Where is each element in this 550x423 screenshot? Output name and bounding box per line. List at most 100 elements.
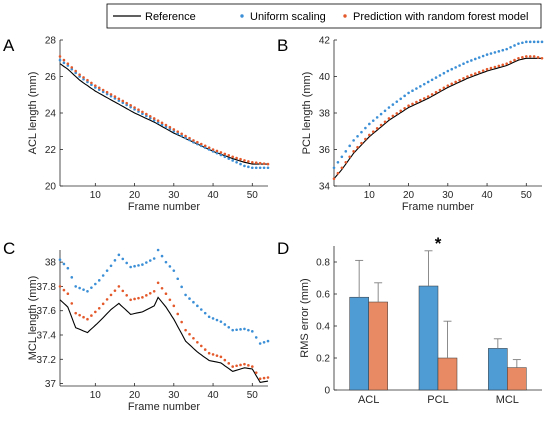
series-point-prediction-with-random-forest-model (199, 344, 203, 348)
series-point-uniform-scaling (101, 274, 105, 277)
series-point-uniform-scaling (164, 260, 168, 264)
series-point-uniform-scaling (97, 88, 101, 91)
series-point-prediction-with-random-forest-model (477, 70, 481, 74)
series-point-uniform-scaling (422, 82, 426, 86)
series-point-prediction-with-random-forest-model (101, 88, 105, 92)
series-point-uniform-scaling (375, 116, 379, 119)
series-point-uniform-scaling (231, 328, 234, 332)
series-point-prediction-with-random-forest-model (223, 358, 227, 362)
series-point-prediction-with-random-forest-model (470, 73, 473, 77)
series-point-prediction-with-random-forest-model (348, 155, 351, 159)
series-point-prediction-with-random-forest-model (258, 161, 262, 165)
series-point-prediction-with-random-forest-model (383, 120, 387, 124)
x-tick-label: PCL (427, 394, 448, 406)
series-point-prediction-with-random-forest-model (117, 285, 121, 288)
series-point-prediction-with-random-forest-model (332, 177, 336, 180)
series-point-uniform-scaling (352, 139, 355, 142)
series-point-prediction-with-random-forest-model (501, 63, 505, 67)
series-point-prediction-with-random-forest-model (62, 58, 66, 62)
y-tick-label: 20 (45, 182, 57, 193)
x-tick-label: ACL (358, 394, 379, 406)
series-point-uniform-scaling (227, 326, 231, 329)
series-point-uniform-scaling (192, 140, 195, 144)
series-point-uniform-scaling (258, 342, 262, 345)
series-point-prediction-with-random-forest-model (407, 104, 410, 107)
series-point-prediction-with-random-forest-model (184, 134, 187, 138)
series-point-uniform-scaling (481, 54, 485, 58)
series-point-prediction-with-random-forest-model (192, 336, 195, 340)
series-line-reference (59, 63, 268, 165)
series-point-uniform-scaling (254, 336, 258, 339)
series-point-prediction-with-random-forest-model (141, 296, 144, 299)
series-point-uniform-scaling (180, 134, 183, 137)
series-point-uniform-scaling (219, 320, 223, 323)
series-point-uniform-scaling (86, 80, 89, 84)
series-point-prediction-with-random-forest-model (505, 62, 508, 66)
series-point-prediction-with-random-forest-model (430, 93, 434, 96)
series-point-uniform-scaling (215, 318, 219, 322)
series-point-uniform-scaling (82, 288, 85, 291)
series-point-uniform-scaling (340, 155, 344, 159)
series-point-uniform-scaling (438, 74, 442, 77)
y-tick-label: 38 (45, 258, 57, 269)
series-point-prediction-with-random-forest-model (243, 362, 246, 366)
y-tick-label: 0.8 (316, 258, 330, 269)
series-point-uniform-scaling (501, 48, 505, 52)
series-point-uniform-scaling (180, 285, 183, 289)
series-point-prediction-with-random-forest-model (450, 82, 454, 86)
series-point-uniform-scaling (223, 323, 227, 326)
series-point-uniform-scaling (148, 259, 152, 262)
series-point-uniform-scaling (94, 282, 97, 286)
series-point-prediction-with-random-forest-model (129, 104, 132, 107)
series-point-uniform-scaling (192, 300, 195, 304)
x-tick-label: 10 (90, 390, 102, 401)
series-point-uniform-scaling (137, 264, 140, 267)
legend-label-reference: Reference (145, 11, 196, 23)
panel-a-acl-length: 10 20 30 40 50 20 22 24 26 28 Frame number ACL leng… (27, 36, 270, 213)
series-point-uniform-scaling (133, 108, 136, 111)
series-point-uniform-scaling (160, 254, 164, 258)
series-point-prediction-with-random-forest-model (493, 65, 497, 69)
series-point-uniform-scaling (215, 151, 219, 155)
series-point-prediction-with-random-forest-model (113, 289, 117, 292)
x-tick-label: 50 (247, 190, 259, 201)
series-point-uniform-scaling (223, 155, 227, 159)
series-point-uniform-scaling (109, 264, 113, 268)
series-point-uniform-scaling (101, 90, 105, 94)
series-point-prediction-with-random-forest-model (86, 317, 89, 321)
series-point-prediction-with-random-forest-model (192, 139, 195, 142)
series-point-uniform-scaling (70, 67, 74, 71)
x-axis-label: Frame number (128, 401, 200, 413)
y-tick-label: 0.2 (316, 354, 330, 365)
series-point-uniform-scaling (258, 166, 262, 170)
series-point-prediction-with-random-forest-model (121, 289, 125, 293)
series-point-prediction-with-random-forest-model (160, 121, 164, 125)
series-point-uniform-scaling (156, 248, 160, 252)
series-point-uniform-scaling (184, 293, 187, 297)
series-point-uniform-scaling (528, 40, 532, 44)
y-tick-label: 37.8 (37, 282, 57, 293)
series-point-prediction-with-random-forest-model (517, 56, 520, 60)
series-point-prediction-with-random-forest-model (156, 119, 160, 122)
series-point-prediction-with-random-forest-model (184, 328, 187, 332)
series-point-uniform-scaling (196, 142, 199, 146)
series-point-uniform-scaling (113, 259, 117, 262)
series-point-prediction-with-random-forest-model (419, 98, 422, 102)
series-point-prediction-with-random-forest-model (371, 130, 375, 133)
series-point-prediction-with-random-forest-model (379, 123, 383, 127)
series-point-uniform-scaling (152, 119, 156, 122)
series-point-uniform-scaling (141, 112, 144, 116)
series-point-uniform-scaling (66, 64, 70, 67)
series-point-prediction-with-random-forest-model (90, 314, 93, 317)
series-point-uniform-scaling (207, 315, 211, 319)
series-point-prediction-with-random-forest-model (188, 136, 191, 140)
series-point-prediction-with-random-forest-model (266, 162, 270, 166)
series-point-uniform-scaling (493, 51, 497, 54)
series-point-uniform-scaling (207, 148, 211, 151)
series-point-prediction-with-random-forest-model (528, 55, 532, 58)
series-point-prediction-with-random-forest-model (152, 117, 156, 120)
series-point-uniform-scaling (532, 40, 536, 44)
series-point-uniform-scaling (407, 91, 410, 95)
series-point-prediction-with-random-forest-model (247, 160, 250, 163)
y-tick-label: 0.4 (316, 322, 330, 333)
